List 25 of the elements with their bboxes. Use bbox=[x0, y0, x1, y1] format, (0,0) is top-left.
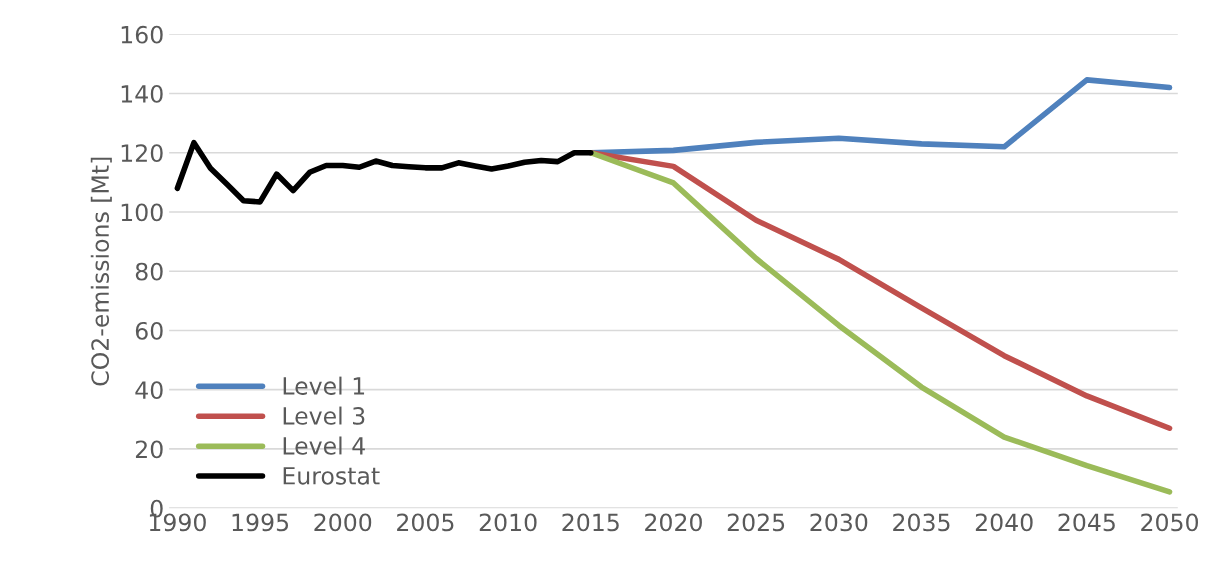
y-tick-label: 140 bbox=[121, 84, 163, 103]
x-tick-label: 2030 bbox=[810, 513, 868, 532]
x-tick-label: 2015 bbox=[562, 513, 619, 532]
x-tick-label: 2020 bbox=[645, 513, 702, 532]
legend-label: Eurostat bbox=[283, 467, 380, 485]
y-tick-label: 160 bbox=[121, 25, 163, 44]
y-tick-label: 80 bbox=[135, 262, 163, 281]
x-tick-label: 2010 bbox=[479, 513, 537, 532]
x-tick-label: 2005 bbox=[397, 513, 454, 532]
y-tick-label: 100 bbox=[121, 203, 163, 222]
x-tick-label: 2050 bbox=[1141, 513, 1199, 532]
y-tick-label: 40 bbox=[135, 381, 163, 400]
y-tick-label: 60 bbox=[135, 321, 163, 340]
y-tick-label: 120 bbox=[121, 144, 163, 163]
x-tick-label: 1995 bbox=[232, 513, 289, 532]
y-tick-label: 20 bbox=[135, 440, 163, 459]
x-tick-label: 2045 bbox=[1058, 513, 1115, 532]
legend-label: Level 1 bbox=[283, 376, 365, 395]
y-axis-title: CO2-emissions [Mt] bbox=[90, 157, 112, 386]
x-tick-label: 2035 bbox=[893, 513, 950, 532]
legend-label: Level 3 bbox=[283, 406, 365, 425]
x-tick-label: 2000 bbox=[314, 513, 372, 532]
legend-label: Level 4 bbox=[283, 436, 365, 455]
x-tick-label: 2025 bbox=[727, 513, 785, 532]
x-tick-label: 2040 bbox=[975, 513, 1033, 532]
